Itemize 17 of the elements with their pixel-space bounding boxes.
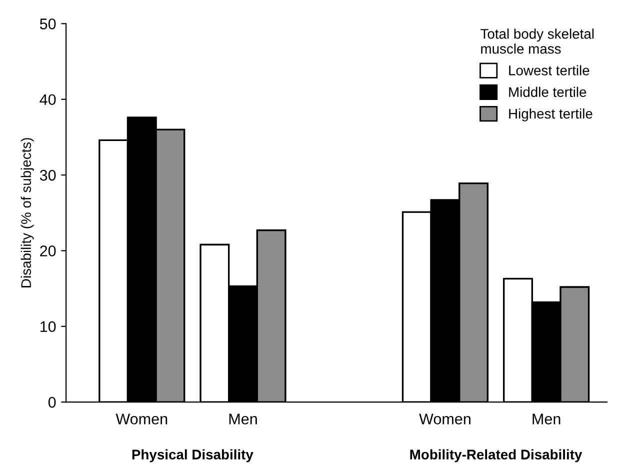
legend-label: Highest tertile (509, 108, 592, 122)
y-tick-label: 20 (40, 246, 56, 256)
x-tick-label: Men (229, 414, 257, 424)
x-tick-label: Men (532, 414, 560, 424)
legend-label: Middle tertile (509, 86, 586, 98)
y-tick-label: 40 (40, 94, 56, 106)
y-tick-label: 30 (40, 170, 56, 181)
y-axis-title: Disability (% of subjects) (20, 138, 34, 288)
x-tick-label: Women (419, 414, 470, 424)
text: Mobility-Related Disability (410, 449, 582, 462)
y-tick-label: 0 (48, 396, 56, 408)
text: Physical Disability (132, 449, 254, 462)
y-tick-label: 50 (40, 18, 56, 30)
legend-label: Lowest tertile (509, 65, 590, 76)
legend-title: Total body skeletal muscle mass (480, 28, 594, 54)
y-tick-label: 10 (40, 321, 56, 332)
x-tick-label: Women (116, 414, 168, 424)
